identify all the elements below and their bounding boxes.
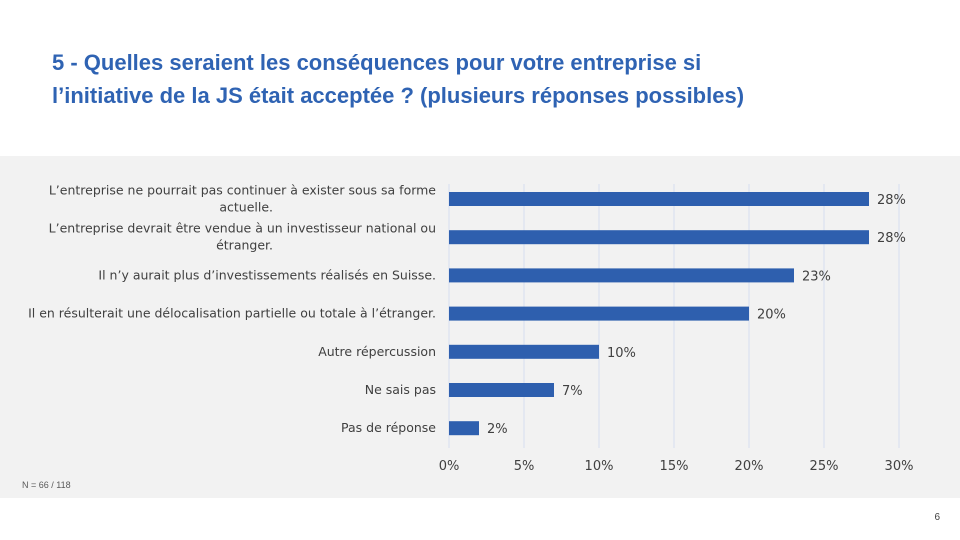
- chart-panel: L’entreprise ne pourrait pas continuer à…: [0, 156, 960, 498]
- value-label: 7%: [562, 384, 583, 399]
- slide-title-line-1: 5 - Quelles seraient les conséquences po…: [52, 50, 702, 75]
- x-tick-label: 5%: [514, 459, 535, 474]
- category-labels: L’entreprise ne pourrait pas continuer à…: [28, 183, 436, 436]
- category-label-line: étranger.: [216, 238, 273, 253]
- page-number: 6: [934, 512, 940, 523]
- value-label: 2%: [487, 422, 508, 437]
- bar: [449, 421, 479, 436]
- bar: [449, 383, 554, 397]
- bars: [449, 192, 869, 436]
- value-label: 28%: [877, 193, 906, 208]
- sample-size-note: N = 66 / 118: [22, 480, 71, 490]
- category-label: L’entreprise ne pourrait pas continuer à…: [49, 183, 436, 215]
- slide-title-line-2: l’initiative de la JS était acceptée ? (…: [52, 83, 745, 108]
- value-labels: 28% 28% 23% 20% 10% 7% 2%: [487, 193, 906, 437]
- category-label-line: actuelle.: [219, 200, 273, 215]
- category-label-line: L’entreprise ne pourrait pas continuer à…: [49, 183, 436, 198]
- category-label: Ne sais pas: [365, 382, 436, 397]
- bar-chart: L’entreprise ne pourrait pas continuer à…: [28, 183, 914, 475]
- bar: [449, 268, 794, 283]
- value-label: 23%: [802, 269, 831, 284]
- category-label: Autre répercussion: [318, 344, 436, 359]
- x-tick-label: 25%: [810, 459, 839, 474]
- category-label: Il n’y aurait plus d’investissements réa…: [98, 267, 436, 282]
- bar: [449, 192, 869, 206]
- value-label: 20%: [757, 308, 786, 323]
- category-label: Il en résulterait une délocalisation par…: [28, 306, 436, 321]
- value-label: 28%: [877, 231, 906, 246]
- x-tick-label: 30%: [885, 459, 914, 474]
- x-tick-label: 15%: [660, 459, 689, 474]
- bar: [449, 306, 749, 321]
- category-label: L’entreprise devrait être vendue à un in…: [49, 221, 436, 253]
- bar: [449, 230, 869, 245]
- bar: [449, 344, 599, 359]
- x-tick-label: 10%: [585, 459, 614, 474]
- value-label: 10%: [607, 346, 636, 361]
- x-tick-label: 20%: [735, 459, 764, 474]
- x-tick-label: 0%: [439, 459, 460, 474]
- category-label-line: L’entreprise devrait être vendue à un in…: [49, 221, 436, 236]
- category-label: Pas de réponse: [341, 420, 436, 435]
- x-axis-tick-labels: 0% 5% 10% 15% 20% 25% 30%: [439, 459, 914, 474]
- slide-title: 5 - Quelles seraient les conséquences po…: [52, 46, 912, 112]
